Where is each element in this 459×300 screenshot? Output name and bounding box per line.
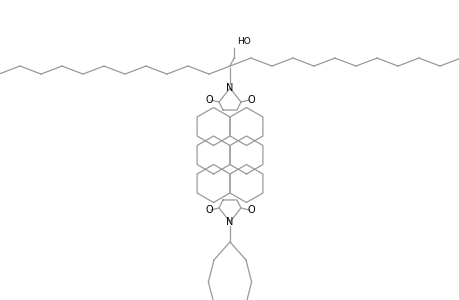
Text: O: O bbox=[246, 205, 254, 215]
Text: O: O bbox=[205, 205, 213, 215]
Text: N: N bbox=[226, 83, 233, 93]
Text: O: O bbox=[246, 95, 254, 105]
Text: N: N bbox=[226, 217, 233, 227]
Text: O: O bbox=[205, 95, 213, 105]
Text: HO: HO bbox=[236, 37, 250, 46]
